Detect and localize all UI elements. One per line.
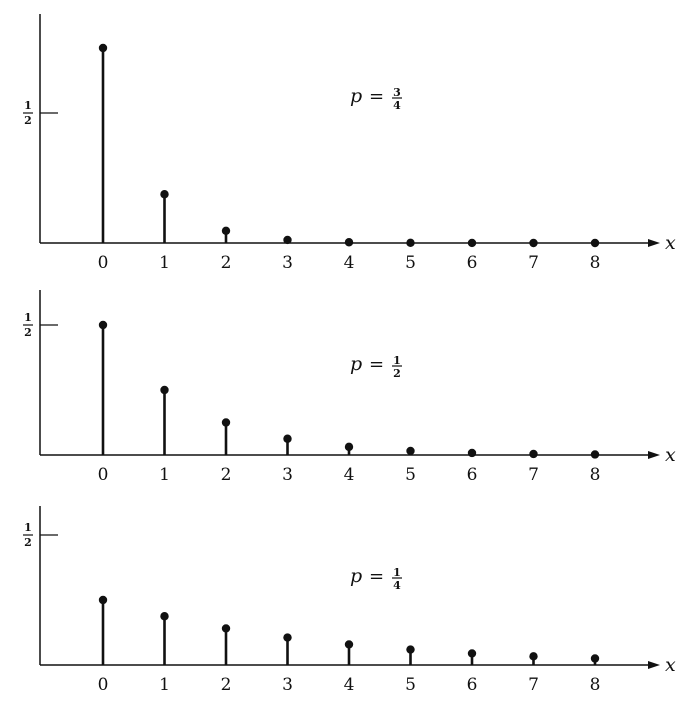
x-tick-label: 6 xyxy=(467,253,478,273)
y-tick-denominator: 2 xyxy=(24,114,32,127)
x-tick-label: 2 xyxy=(221,465,232,485)
x-tick-label: 2 xyxy=(221,675,232,695)
p-numerator: 3 xyxy=(393,86,401,99)
data-point xyxy=(590,450,600,459)
y-tick-numerator: 1 xyxy=(24,311,32,324)
p-denominator: 4 xyxy=(393,99,401,112)
x-axis-label: x xyxy=(665,444,676,466)
x-axis-arrow-icon xyxy=(648,451,660,459)
x-tick-label: 0 xyxy=(98,465,109,485)
data-point xyxy=(160,612,169,621)
x-axis-arrow-icon xyxy=(648,239,660,247)
p-variable: p xyxy=(350,353,362,375)
x-tick-label: 1 xyxy=(159,253,170,273)
x-tick-label: 3 xyxy=(282,465,293,485)
x-tick-label: 4 xyxy=(344,675,355,695)
y-tick-numerator: 1 xyxy=(24,99,32,112)
y-tick-numerator: 1 xyxy=(24,521,32,534)
y-tick-denominator: 2 xyxy=(24,326,32,339)
p-variable: p xyxy=(350,85,362,107)
x-tick-label: 6 xyxy=(467,465,478,485)
x-axis-label: x xyxy=(665,654,676,676)
x-axis-arrow-icon xyxy=(648,661,660,669)
p-denominator: 2 xyxy=(393,367,401,380)
data-point xyxy=(344,238,354,247)
x-tick-label: 1 xyxy=(159,465,170,485)
data-point xyxy=(283,235,292,245)
x-tick-label: 4 xyxy=(344,253,355,273)
p-equals: = xyxy=(369,566,384,587)
x-tick-label: 8 xyxy=(590,253,601,273)
x-tick-label: 0 xyxy=(98,675,109,695)
x-axis-label: x xyxy=(665,232,676,254)
data-point xyxy=(406,446,415,456)
p-equals: = xyxy=(369,86,384,107)
data-point xyxy=(283,633,292,642)
x-tick-label: 5 xyxy=(405,465,416,485)
data-point xyxy=(160,190,169,199)
y-tick-denominator: 2 xyxy=(24,536,32,549)
data-point xyxy=(98,320,108,330)
data-point xyxy=(529,238,538,248)
data-point xyxy=(160,385,169,395)
data-point xyxy=(283,434,292,443)
data-point xyxy=(221,226,231,236)
data-point xyxy=(344,442,354,452)
x-tick-label: 5 xyxy=(405,675,416,695)
p-numerator: 1 xyxy=(393,566,401,579)
data-point xyxy=(590,238,600,248)
x-tick-label: 7 xyxy=(528,675,539,695)
x-tick-label: 7 xyxy=(528,253,539,273)
data-point xyxy=(98,43,108,53)
p-variable: p xyxy=(350,565,362,587)
x-tick-label: 4 xyxy=(344,465,355,485)
data-point xyxy=(590,654,600,663)
x-tick-label: 7 xyxy=(528,465,539,485)
x-tick-label: 5 xyxy=(405,253,416,273)
data-point xyxy=(467,448,477,458)
p-numerator: 1 xyxy=(393,354,401,367)
data-point xyxy=(529,449,538,459)
data-point xyxy=(467,649,477,658)
data-point xyxy=(406,645,415,654)
data-point xyxy=(529,652,538,661)
data-point xyxy=(221,624,231,633)
data-point xyxy=(98,595,108,605)
x-tick-label: 1 xyxy=(159,675,170,695)
x-tick-label: 6 xyxy=(467,675,478,695)
data-point xyxy=(406,238,415,248)
x-tick-label: 0 xyxy=(98,253,109,273)
data-point xyxy=(344,640,354,649)
x-tick-label: 2 xyxy=(221,253,232,273)
x-tick-label: 8 xyxy=(590,465,601,485)
p-denominator: 4 xyxy=(393,579,401,592)
x-tick-label: 8 xyxy=(590,675,601,695)
x-tick-label: 3 xyxy=(282,675,293,695)
data-point xyxy=(221,418,231,427)
p-equals: = xyxy=(369,354,384,375)
data-point xyxy=(467,238,477,248)
x-tick-label: 3 xyxy=(282,253,293,273)
